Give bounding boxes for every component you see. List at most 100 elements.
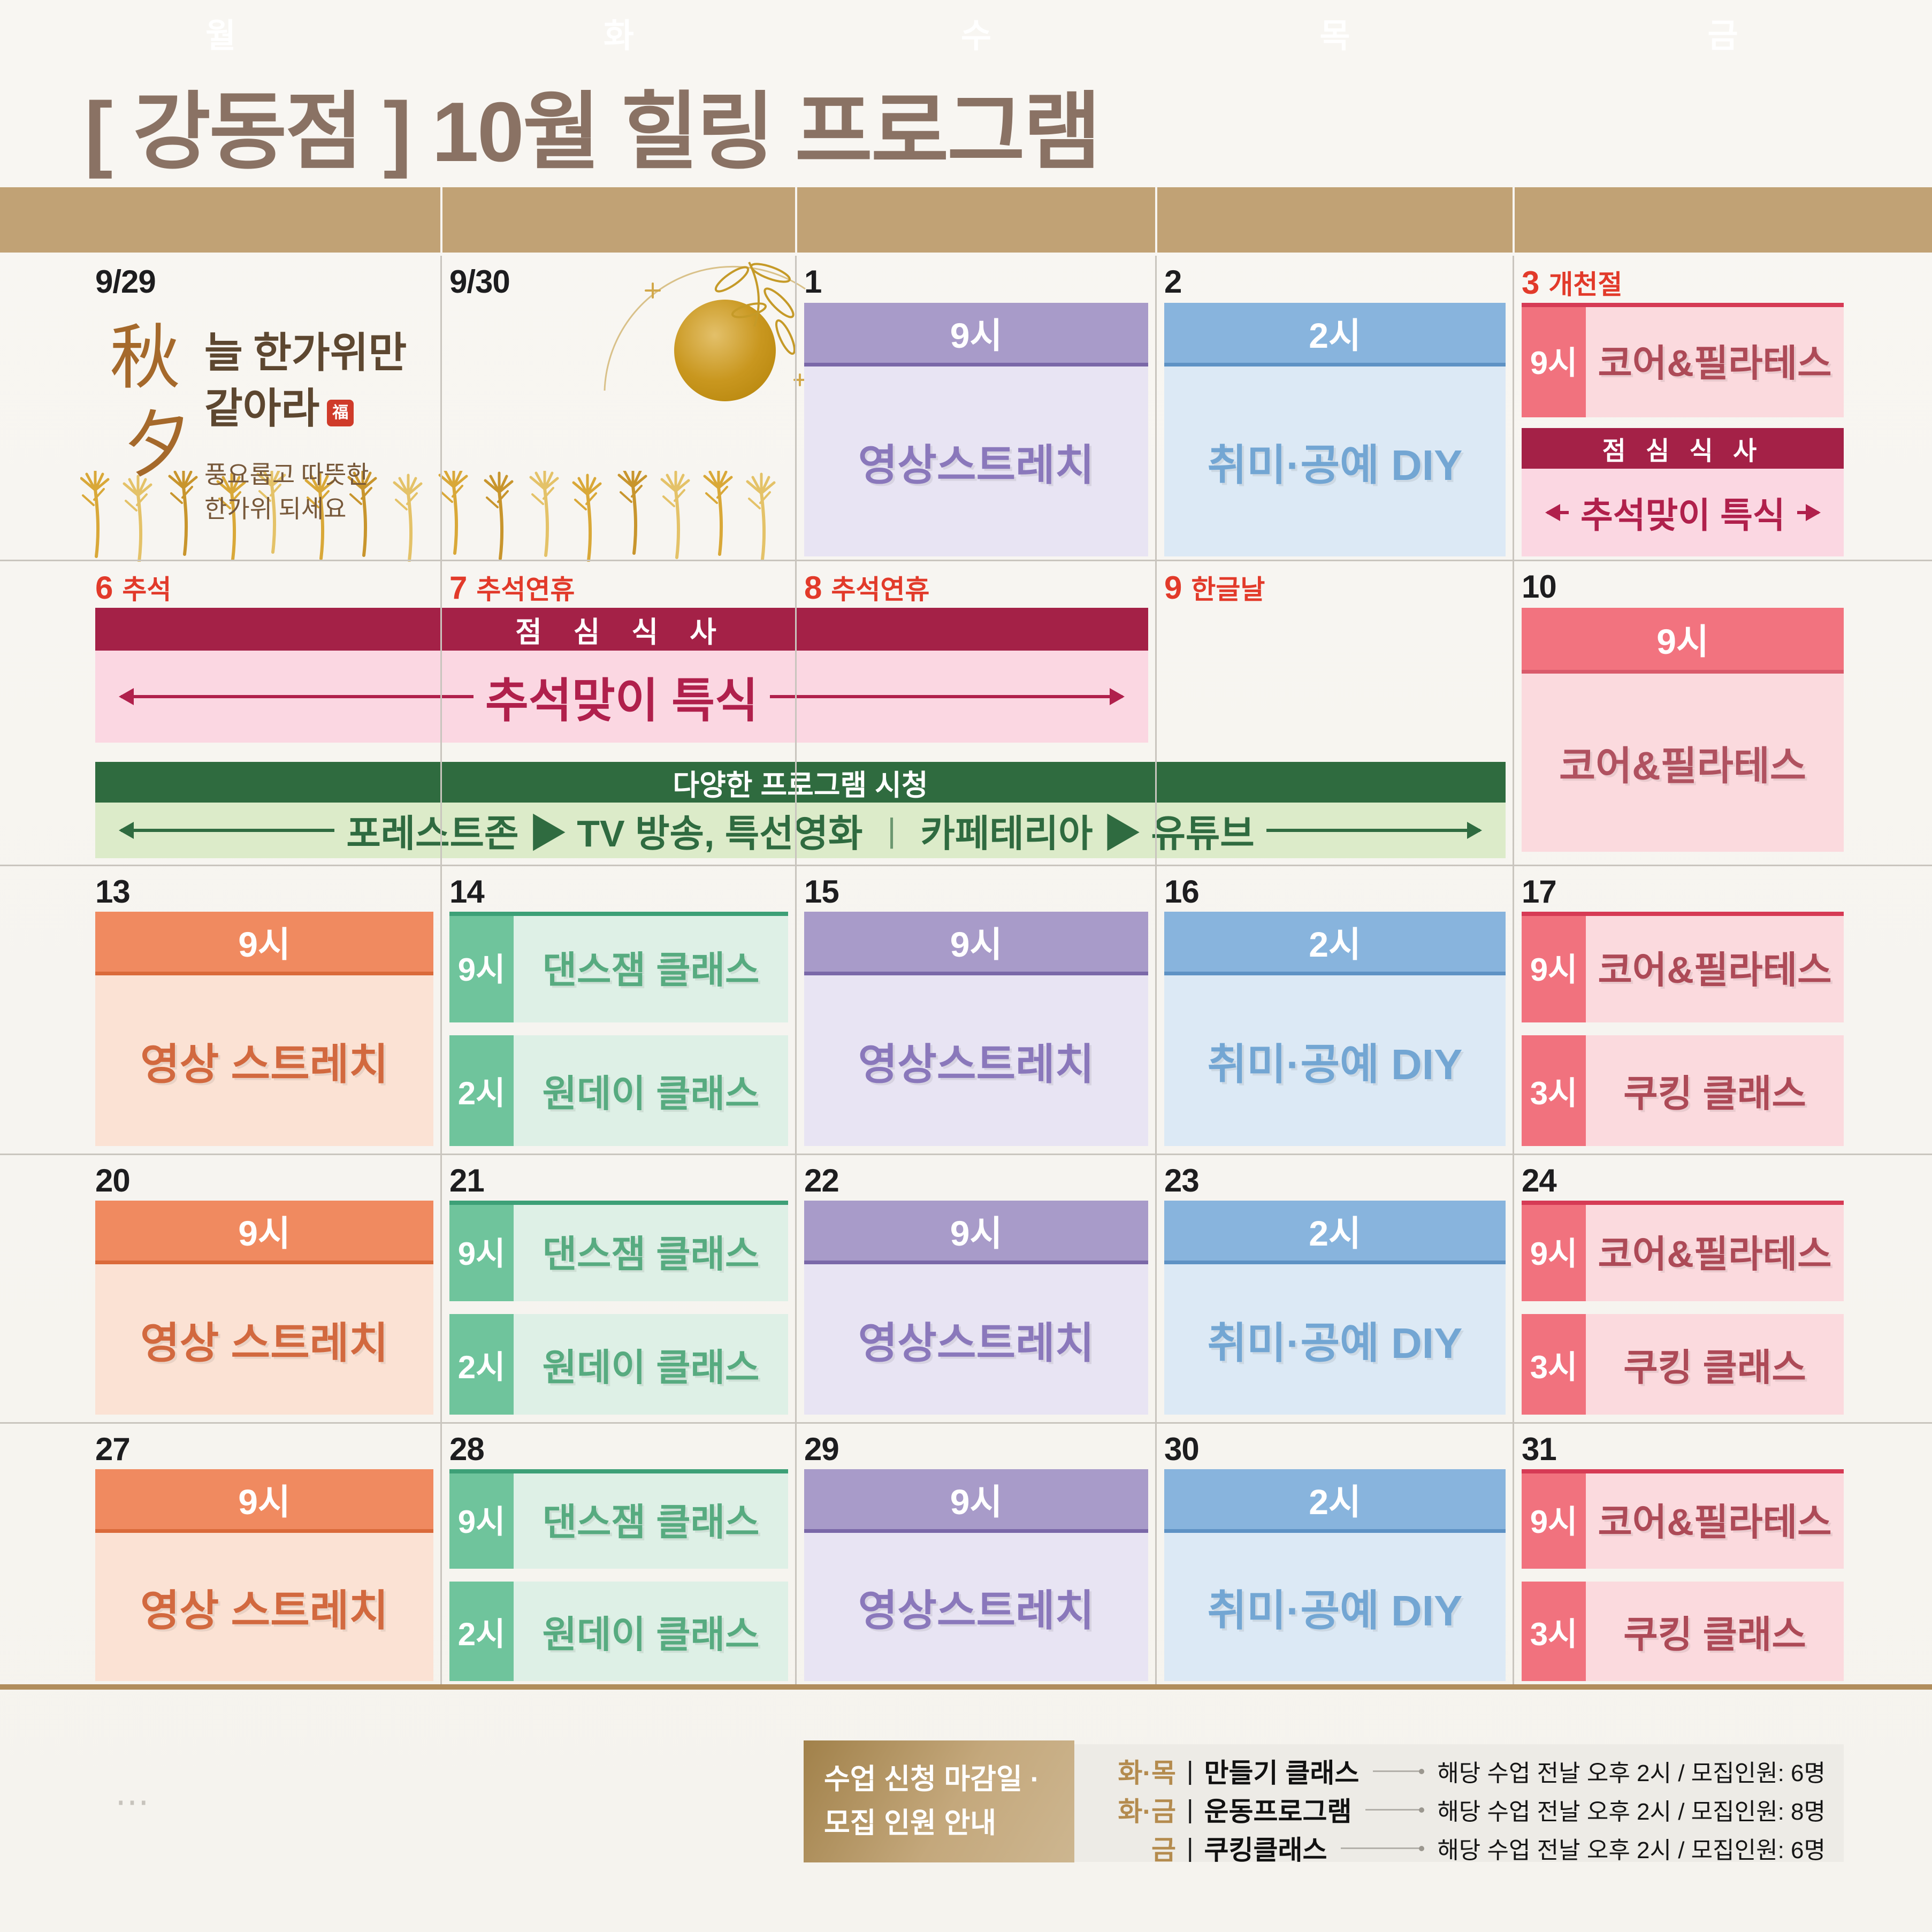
- day-number-label: 9/29: [95, 264, 156, 300]
- day-number-label: 22: [804, 1163, 839, 1198]
- grid-line-vertical: [1155, 256, 1157, 1685]
- holiday-name: 개천절: [1548, 270, 1623, 300]
- event-label: 댄스잼 클래스: [514, 1201, 788, 1301]
- event-time: 9시: [804, 1469, 1148, 1533]
- event-label: 쿠킹 클래스: [1586, 1582, 1844, 1681]
- event-time: 9시: [449, 1201, 514, 1301]
- lunch-bar: 점 심 식 사: [1522, 428, 1844, 469]
- program-bar: 다양한 프로그램 시청: [95, 762, 1506, 803]
- chuseok-greeting: 늘 한가위만 같아라 福: [204, 325, 407, 437]
- legend-class-name: 쿠킹클래스: [1204, 1835, 1327, 1865]
- grid-line-vertical: [440, 256, 442, 1685]
- day-number-label: 16: [1164, 874, 1200, 910]
- day-number: 28: [449, 1431, 485, 1468]
- event-time: 2시: [1164, 1469, 1506, 1533]
- page-title: [ 강동점 ] 10월 힐링 프로그램: [85, 85, 1101, 179]
- signup-info-box: 수업 신청 마감일 · 모집 인원 안내: [804, 1740, 1074, 1862]
- legend-connector-line: [1365, 1807, 1425, 1813]
- day-number-label: 2: [1164, 264, 1182, 300]
- event-time: 2시: [1164, 303, 1506, 366]
- day-number-label: 17: [1522, 874, 1557, 910]
- arrow-right-icon: [770, 695, 1122, 698]
- arrow-right-icon: [1266, 829, 1480, 832]
- day-number: 27: [95, 1431, 131, 1468]
- event-time: 2시: [449, 1035, 514, 1146]
- day-number-label: 6: [95, 570, 113, 606]
- day-number-label: 31: [1522, 1431, 1557, 1467]
- event-label: 댄스잼 클래스: [514, 1469, 788, 1569]
- event-time: 9시: [804, 912, 1148, 975]
- program-separator: |: [887, 812, 896, 849]
- event-card-hobby-diy: 2시 취미·공예 DIY: [1164, 1469, 1506, 1681]
- day-number-label: 27: [95, 1431, 131, 1467]
- event-card-core-pilates: 9시 코어&필라테스: [1522, 1469, 1844, 1569]
- program-band: 포레스트존 ▶ TV 방송, 특선영화 | 카페테리아 ▶ 유튜브: [95, 803, 1506, 858]
- event-label: 원데이 클래스: [514, 1314, 788, 1415]
- chuseok-special-band: 추석맞이 특식: [95, 651, 1148, 743]
- legend-class-name: 만들기 클래스: [1204, 1758, 1360, 1788]
- greeting-line2: 같아라 福: [204, 381, 407, 437]
- legend-separator: |: [1187, 1757, 1194, 1785]
- holiday-name: 한글날: [1191, 575, 1265, 605]
- day-number-label: 21: [449, 1163, 485, 1198]
- program-right-label: 카페테리아 ▶ 유튜브: [920, 812, 1255, 854]
- event-time: 9시: [804, 303, 1148, 366]
- day-number-label: 7: [449, 570, 467, 606]
- event-time: 2시: [449, 1314, 514, 1415]
- legend-days: 금: [1151, 1835, 1176, 1865]
- hanja-autumn: 秋: [110, 319, 180, 398]
- day-number: 17: [1522, 873, 1557, 910]
- event-time: 9시: [1522, 1201, 1586, 1301]
- day-number-label: 24: [1522, 1163, 1557, 1198]
- event-label: 코어&필라테스: [1522, 674, 1844, 852]
- grid-line-horizontal: [0, 1422, 1932, 1424]
- event-card-dance-jam: 9시 댄스잼 클래스: [449, 1201, 788, 1301]
- legend-separator: |: [1187, 1795, 1194, 1824]
- grid-line-vertical: [1513, 256, 1514, 1685]
- day-number-label: 10: [1522, 569, 1557, 605]
- day-number-label: 14: [449, 874, 485, 910]
- event-label: 영상스트레치: [804, 1533, 1148, 1681]
- grid-line-horizontal: [0, 865, 1932, 866]
- event-label: 원데이 클래스: [514, 1035, 788, 1146]
- day-number-label: 8: [804, 570, 822, 606]
- grid-line-horizontal: [0, 1154, 1932, 1155]
- lunch-bar: 점 심 식 사: [95, 608, 1148, 651]
- event-label: 영상스트레치: [804, 366, 1148, 556]
- arrow-left-icon: [1547, 511, 1569, 514]
- day-number: 16: [1164, 873, 1200, 910]
- day-number: 9/29: [95, 263, 156, 300]
- event-label: 영상 스트레치: [95, 1264, 433, 1415]
- day-number: 14: [449, 873, 485, 910]
- event-card-cooking-class: 3시 쿠킹 클래스: [1522, 1035, 1844, 1146]
- event-label: 코어&필라테스: [1586, 1469, 1844, 1569]
- weekday-header-bar: [0, 187, 1932, 253]
- day-number: 30: [1164, 1431, 1200, 1468]
- event-card-hobby-diy: 2시 취미·공예 DIY: [1164, 1201, 1506, 1415]
- event-time: 9시: [1522, 303, 1586, 417]
- day-number-label: 20: [95, 1163, 131, 1198]
- event-label: 쿠킹 클래스: [1586, 1035, 1844, 1146]
- legend-class-name: 운동프로그램: [1204, 1797, 1352, 1827]
- day-number: 31: [1522, 1431, 1557, 1468]
- event-label: 댄스잼 클래스: [514, 912, 788, 1022]
- event-card-video-stretch: 9시 영상 스트레치: [95, 912, 433, 1146]
- event-card-core-pilates: 9시 코어&필라테스: [1522, 1201, 1844, 1301]
- subtext-line2: 한가위 되세요: [204, 495, 347, 523]
- moon-and-bamboo-illustration: [604, 262, 806, 401]
- ellipsis-mark: ⋯: [115, 1782, 152, 1821]
- day-number: 24: [1522, 1162, 1557, 1199]
- day-number: 10: [1522, 568, 1557, 605]
- hanja-evening: 夕: [118, 400, 200, 488]
- event-card-hobby-diy: 2시 취미·공예 DIY: [1164, 303, 1506, 556]
- event-card-video-stretch: 9시 영상 스트레치: [95, 1201, 433, 1415]
- event-card-oneday-class: 2시 원데이 클래스: [449, 1582, 788, 1681]
- day-number: 23: [1164, 1162, 1200, 1199]
- legend-days: 화·금: [1118, 1797, 1176, 1827]
- chuseok-subtext: 풍요롭고 따뜻한 한가위 되세요: [204, 458, 369, 526]
- arrow-right-icon: [1797, 511, 1819, 514]
- event-card-core-pilates: 9시 코어&필라테스: [1522, 303, 1844, 417]
- event-time: 9시: [449, 912, 514, 1022]
- event-time: 9시: [449, 1469, 514, 1569]
